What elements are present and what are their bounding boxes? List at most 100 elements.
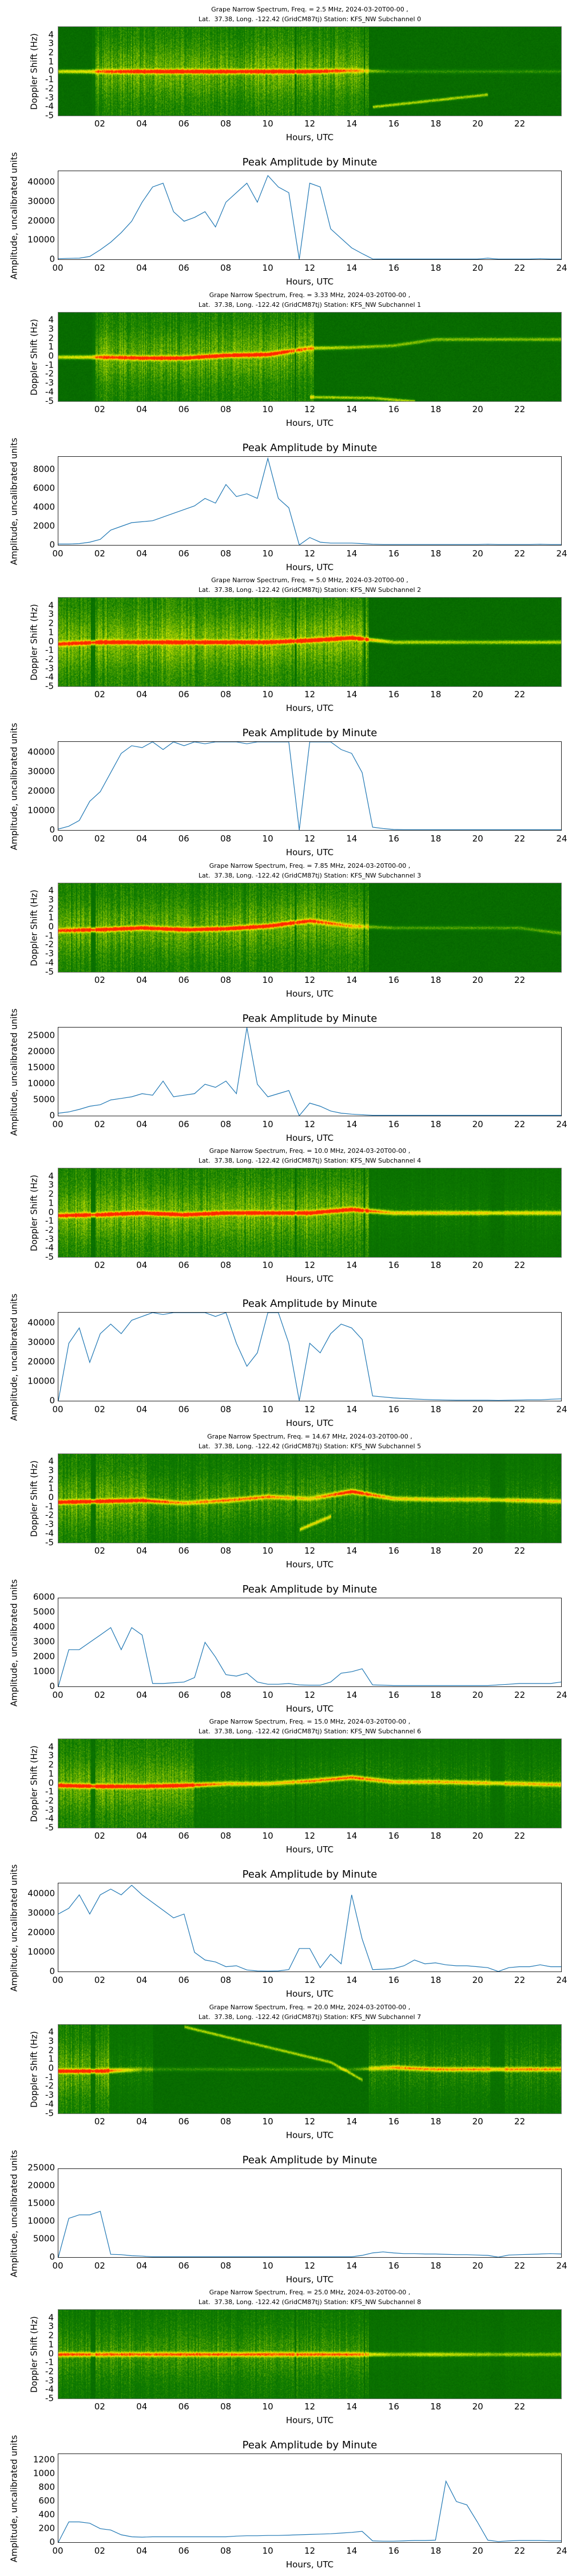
amplitude-xtick-label: 04 <box>136 2546 148 2556</box>
spectrogram-ytick-label: -3 <box>45 948 54 959</box>
spectrogram-heatmap <box>58 2024 561 2113</box>
amplitude-xtick-label: 04 <box>136 833 148 844</box>
spectrogram-ytick-label: 2 <box>48 903 54 914</box>
spectrogram-ytick-label: -5 <box>45 1251 54 1262</box>
spectrogram-ytick-label: -3 <box>45 2375 54 2386</box>
amplitude-ytick-label: 3000 <box>33 1636 55 1646</box>
amplitude-ytick-label: 20000 <box>27 1046 55 1057</box>
spectrogram-xtick-label: 14 <box>346 1831 357 1841</box>
spectrogram-xtick-label: 02 <box>94 1545 105 1556</box>
amplitude-ytick-label: 40000 <box>27 1888 55 1899</box>
spectrogram-ytick-label: 1 <box>48 1768 54 1779</box>
spectrogram-ytick-label: -4 <box>45 1242 54 1253</box>
spectrogram-xtick-label: 10 <box>262 2401 273 2412</box>
amplitude-xtick-label: 14 <box>346 2260 357 2271</box>
spectrogram-title-line1: Grape Narrow Spectrum, Freq. = 20.0 MHz,… <box>209 2003 411 2011</box>
spectrogram-ytick-label: -4 <box>45 957 54 968</box>
spectrogram-xtick-label: 16 <box>388 404 399 414</box>
spectrogram-title-line2: Lat. 37.38, Long. -122.42 (GridCM87tj) S… <box>198 1728 422 1735</box>
amplitude-ytick-label: 1200 <box>33 2454 55 2465</box>
spectrogram-xlabel: Hours, UTC <box>285 703 334 713</box>
spectrogram-ytick-label: -1 <box>45 2072 54 2083</box>
spectrogram-xtick-label: 18 <box>430 118 442 129</box>
amplitude-xtick-label: 12 <box>304 1975 316 1985</box>
spectrogram-ytick-label: 0 <box>48 921 54 932</box>
spectrogram-ytick-label: 2 <box>48 1474 54 1485</box>
panel-0: Grape Narrow Spectrum, Freq. = 2.5 MHz, … <box>0 0 572 286</box>
spectrogram-xtick-label: 06 <box>178 1260 189 1270</box>
spectrogram-xtick-label: 18 <box>430 2401 442 2412</box>
amplitude-title: Peak Amplitude by Minute <box>242 2439 378 2451</box>
amplitude-xtick-label: 18 <box>430 2546 442 2556</box>
amplitude-xtick-label: 14 <box>346 548 357 559</box>
spectrogram-ylabel: Doppler Shift (Hz) <box>29 2030 39 2108</box>
amplitude-xtick-label: 14 <box>346 1119 357 1129</box>
spectrogram-title-line1: Grape Narrow Spectrum, Freq. = 15.0 MHz,… <box>209 1718 411 1725</box>
amplitude-ytick-label: 0 <box>49 2251 55 2262</box>
spectrogram-xtick-label: 08 <box>220 1831 232 1841</box>
spectrogram-ylabel: Doppler Shift (Hz) <box>29 1175 39 1251</box>
panel-1: Grape Narrow Spectrum, Freq. = 3.33 MHz,… <box>0 286 572 572</box>
spectrogram-ytick-label: -4 <box>45 1528 54 1539</box>
amplitude-xtick-label: 06 <box>178 548 189 559</box>
spectrogram-heatmap <box>58 1453 561 1543</box>
spectrogram-xtick-label: 04 <box>136 118 148 129</box>
spectrogram-ytick-label: 1 <box>48 56 54 67</box>
amplitude-ytick-label: 5000 <box>33 1094 55 1105</box>
spectrogram-xtick-label: 04 <box>136 2401 148 2412</box>
amplitude-series-line <box>58 456 561 545</box>
spectrogram-xtick-label: 14 <box>346 118 357 129</box>
amplitude-ytick-label: 10000 <box>27 1946 55 1957</box>
spectrogram-ytick-label: -3 <box>45 1804 54 1815</box>
spectrogram-xtick-label: 06 <box>178 118 189 129</box>
amplitude-ytick-label: 40000 <box>27 176 55 187</box>
spectrogram-xlabel: Hours, UTC <box>285 2415 334 2425</box>
spectrogram-ytick-label: 4 <box>48 2312 54 2323</box>
amplitude-xtick-label: 16 <box>388 263 399 273</box>
spectrogram-xtick-label: 04 <box>136 1260 148 1270</box>
spectrogram-xtick-label: 08 <box>220 689 232 700</box>
amplitude-ytick-label: 0 <box>49 1681 55 1691</box>
spectrogram-xtick-label: 16 <box>388 1545 399 1556</box>
spectrogram-ytick-label: -4 <box>45 2384 54 2395</box>
spectrogram-xtick-label: 20 <box>472 2116 483 2127</box>
amplitude-series-line <box>58 1626 561 1686</box>
spectrogram-xtick-label: 10 <box>262 689 273 700</box>
spectrogram-ytick-label: 4 <box>48 1741 54 1752</box>
spectrogram-xtick-label: 12 <box>304 404 316 414</box>
spectrogram-ytick-label: -1 <box>45 930 54 941</box>
spectrogram-ytick-label: -1 <box>45 359 54 370</box>
spectrogram-ytick-label: 4 <box>48 600 54 611</box>
spectrogram-title-line1: Grape Narrow Spectrum, Freq. = 14.67 MHz… <box>207 1432 412 1440</box>
spectrogram-ytick-label: -4 <box>45 101 54 112</box>
spectrogram-ytick-label: -2 <box>45 939 54 950</box>
amplitude-title: Peak Amplitude by Minute <box>242 441 378 454</box>
amplitude-xtick-label: 02 <box>94 2546 105 2556</box>
amplitude-xtick-label: 10 <box>262 548 273 559</box>
spectrogram-title-line1: Grape Narrow Spectrum, Freq. = 2.5 MHz, … <box>211 6 408 13</box>
amplitude-xtick-label: 22 <box>514 1119 526 1129</box>
spectrogram-ytick-label: 0 <box>48 65 54 76</box>
amplitude-xtick-label: 00 <box>52 1119 63 1129</box>
amplitude-ytick-label: 0 <box>49 1110 55 1120</box>
spectrogram-heatmap <box>58 2310 561 2399</box>
amplitude-ytick-label: 40000 <box>27 746 55 757</box>
amplitude-xtick-label: 18 <box>430 263 442 273</box>
spectrogram-xtick-label: 14 <box>346 1545 357 1556</box>
spectrogram-xtick-label: 12 <box>304 1545 316 1556</box>
spectrogram-ytick-label: -4 <box>45 671 54 682</box>
amplitude-title: Peak Amplitude by Minute <box>242 1583 378 1595</box>
amplitude-xtick-label: 14 <box>346 833 357 844</box>
amplitude-ytick-label: 10000 <box>27 1376 55 1386</box>
amplitude-plot <box>58 1597 562 1687</box>
amplitude-ytick-label: 4000 <box>33 1621 55 1631</box>
amplitude-ytick-label: 0 <box>49 1966 55 1977</box>
spectrogram-ytick-label: 3 <box>48 1465 54 1476</box>
spectrogram-heatmap <box>58 883 561 972</box>
spectrogram-xtick-label: 04 <box>136 974 148 985</box>
spectrogram-title-line1: Grape Narrow Spectrum, Freq. = 25.0 MHz,… <box>209 2289 411 2296</box>
spectrogram-xtick-label: 12 <box>304 1831 316 1841</box>
spectrogram-xtick-label: 22 <box>514 1260 526 1270</box>
spectrogram-ytick-label: 1 <box>48 1198 54 1208</box>
spectrogram-ytick-label: -1 <box>45 2357 54 2368</box>
